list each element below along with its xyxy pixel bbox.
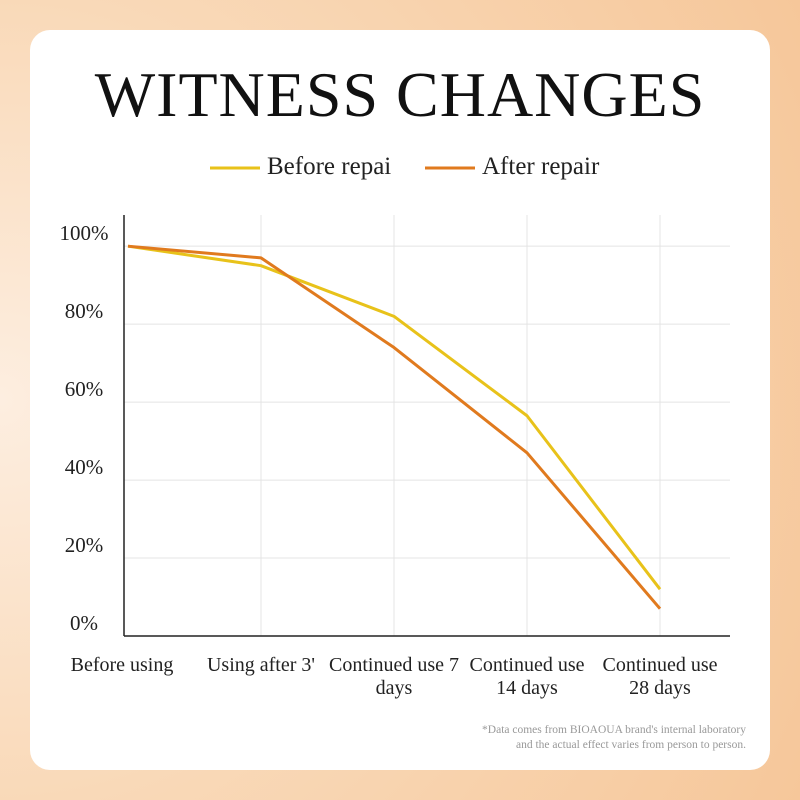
y-tick-label: 20% bbox=[64, 533, 104, 558]
footnote: and the actual effect varies from person… bbox=[515, 739, 746, 751]
legend-label: After repair bbox=[482, 153, 600, 180]
y-tick-label: 0% bbox=[70, 611, 98, 635]
series-line bbox=[127, 244, 662, 591]
x-tick-label: Continued use 28 days bbox=[602, 654, 718, 699]
y-tick-label: 80% bbox=[64, 299, 104, 324]
footnote: *Data comes from BIOAOUA brand's interna… bbox=[482, 724, 746, 736]
chart-title: WITNESS CHANGES bbox=[94, 59, 706, 130]
y-tick-label: 40% bbox=[64, 455, 104, 480]
y-tick-label: 60% bbox=[64, 377, 104, 402]
series-line bbox=[127, 244, 662, 610]
x-tick-label: Continued use 14 days bbox=[469, 654, 585, 699]
card bbox=[30, 30, 770, 770]
legend-label: Before repai bbox=[267, 153, 392, 180]
x-tick-label: Before using bbox=[70, 654, 174, 676]
x-tick-label: Using after 3' bbox=[206, 654, 316, 676]
x-tick-label: Continued use 7 days bbox=[329, 654, 459, 699]
y-tick-label: 100% bbox=[59, 221, 109, 246]
